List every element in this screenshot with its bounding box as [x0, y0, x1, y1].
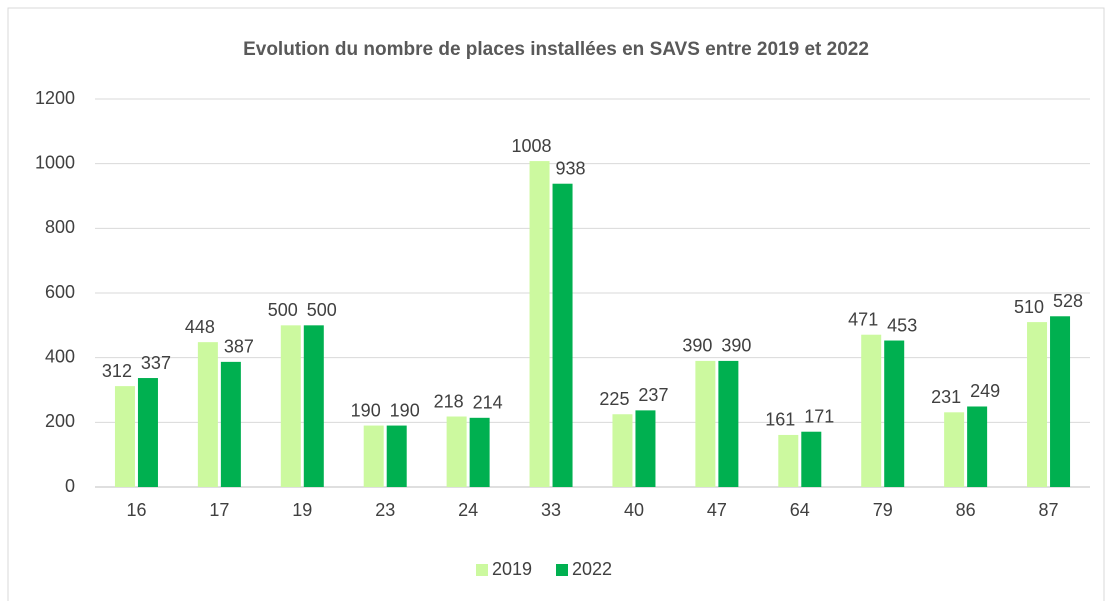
bar	[529, 161, 550, 487]
y-tick-label: 400	[45, 346, 75, 366]
legend-label: 2019	[492, 559, 532, 579]
bar	[778, 434, 799, 487]
chart-title: Evolution du nombre de places installées…	[243, 39, 869, 60]
bar	[114, 386, 135, 487]
y-tick-label: 600	[45, 282, 75, 302]
x-tick-label: 33	[541, 500, 561, 520]
data-label: 218	[434, 391, 464, 411]
legend-swatch	[476, 564, 488, 576]
y-tick-label: 1000	[35, 152, 75, 172]
bar	[1050, 316, 1071, 487]
bar	[446, 416, 467, 487]
y-tick-label: 800	[45, 217, 75, 237]
data-label: 500	[268, 300, 298, 320]
data-label: 190	[351, 400, 381, 420]
x-tick-label: 40	[624, 500, 644, 520]
data-label: 249	[970, 381, 1000, 401]
bar	[197, 342, 218, 487]
y-tick-label: 0	[65, 476, 75, 496]
bar	[635, 410, 656, 487]
bar	[718, 360, 739, 487]
x-tick-label: 23	[375, 500, 395, 520]
x-tick-label: 87	[1039, 500, 1059, 520]
data-label: 448	[185, 317, 215, 337]
data-label: 390	[721, 336, 751, 356]
x-tick-label: 64	[790, 500, 810, 520]
data-label: 453	[887, 315, 917, 335]
x-tick-label: 47	[707, 500, 727, 520]
data-label: 528	[1053, 291, 1083, 311]
data-label: 500	[307, 300, 337, 320]
bar	[612, 414, 633, 487]
x-tick-label: 19	[292, 500, 312, 520]
bar	[303, 325, 324, 487]
bar	[1027, 322, 1048, 487]
bar	[967, 406, 988, 487]
bar	[695, 360, 716, 487]
bar	[469, 417, 490, 487]
x-tick-label: 86	[956, 500, 976, 520]
y-tick-label: 200	[45, 411, 75, 431]
bar	[137, 378, 158, 487]
x-tick-label: 79	[873, 500, 893, 520]
data-label: 312	[102, 361, 132, 381]
x-tick-label: 24	[458, 500, 478, 520]
legend-label: 2022	[572, 559, 612, 579]
bar	[280, 325, 301, 487]
data-label: 510	[1014, 297, 1044, 317]
x-tick-label: 16	[126, 500, 146, 520]
data-label: 171	[804, 406, 834, 426]
data-label: 1008	[512, 136, 552, 156]
bar	[386, 425, 407, 487]
data-label: 390	[682, 336, 712, 356]
bar	[861, 334, 882, 487]
bar	[363, 425, 384, 487]
data-label: 231	[931, 387, 961, 407]
bar	[884, 340, 905, 487]
data-label: 471	[848, 309, 878, 329]
data-label: 190	[390, 400, 420, 420]
data-label: 161	[765, 410, 795, 430]
data-label: 387	[224, 337, 254, 357]
data-label: 237	[638, 385, 668, 405]
data-label: 938	[556, 158, 586, 178]
bar	[801, 431, 822, 487]
data-label: 214	[473, 393, 503, 413]
bar	[944, 412, 965, 487]
data-label: 337	[141, 353, 171, 373]
legend-swatch	[556, 564, 568, 576]
bar	[220, 361, 241, 487]
y-tick-label: 1200	[35, 88, 75, 108]
x-tick-label: 17	[209, 500, 229, 520]
data-label: 225	[599, 389, 629, 409]
bar	[552, 183, 573, 488]
